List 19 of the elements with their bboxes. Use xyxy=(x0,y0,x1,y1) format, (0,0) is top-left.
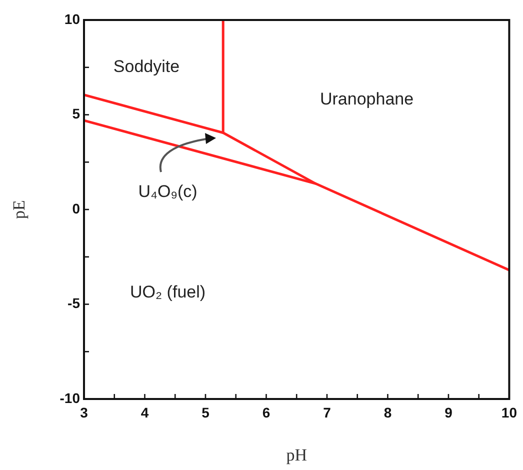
x-tick-label: 9 xyxy=(444,404,453,420)
y-tick-label: 5 xyxy=(72,106,80,122)
annotation: UO₂ (fuel) xyxy=(130,282,206,302)
x-tick-label: 3 xyxy=(80,404,88,420)
y-tick-label: -10 xyxy=(60,390,80,406)
x-tick-label: 4 xyxy=(140,404,149,420)
x-tick-label: 10 xyxy=(501,404,518,420)
x-tick-label: 8 xyxy=(384,404,392,420)
annotation: Uranophane xyxy=(320,89,414,108)
x-tick-label: 6 xyxy=(262,404,270,420)
annotation: U₄O₉(c) xyxy=(138,182,198,202)
y-tick-label: 0 xyxy=(72,200,80,216)
x-tick-label: 7 xyxy=(323,404,332,420)
x-axis-title: pH xyxy=(286,445,307,464)
x-tick-label: 5 xyxy=(202,404,210,420)
y-tick-label: -5 xyxy=(68,295,80,312)
y-axis-title: pE xyxy=(10,200,29,219)
annotation: Soddyite xyxy=(113,57,180,76)
y-tick-label: 10 xyxy=(64,10,80,27)
